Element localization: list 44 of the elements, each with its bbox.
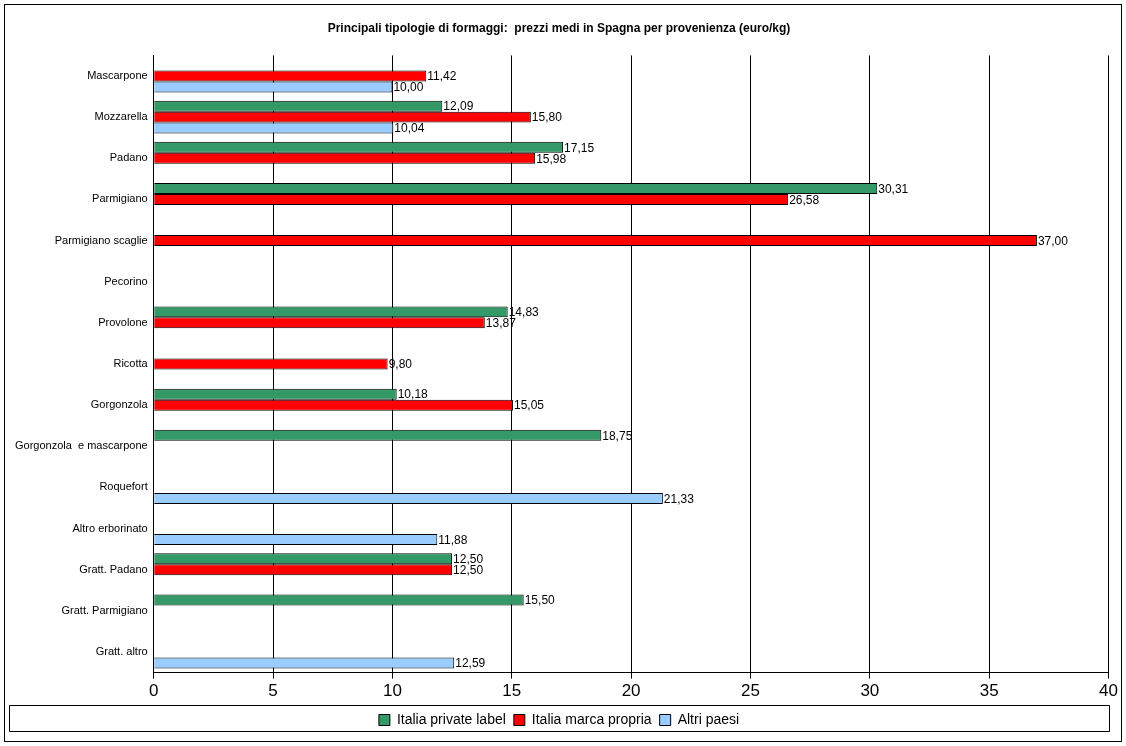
legend-label: Italia marca propria — [531, 710, 652, 727]
y-tick-label: Gorgonzola — [90, 398, 149, 411]
x-tick-label: 30 — [860, 681, 880, 701]
data-label: 17,15 — [564, 140, 595, 155]
legend-label: Altri paesi — [677, 710, 740, 727]
x-tick-label: 0 — [148, 681, 159, 701]
data-label: 11,42 — [427, 69, 457, 84]
y-tick-label: Provolone — [98, 315, 148, 328]
legend-label: Italia private label — [396, 710, 506, 727]
x-tick-label: 10 — [382, 681, 402, 701]
y-tick-label: Gorgonzola e mascarpone — [15, 439, 148, 452]
data-label: 15,80 — [531, 110, 563, 125]
data-label: 10,18 — [397, 387, 429, 402]
data-label: 37,00 — [1037, 233, 1069, 248]
data-label: 30,31 — [878, 181, 909, 196]
y-tick-label: Gratt. Parmigiano — [61, 603, 148, 616]
data-label: 10,04 — [394, 121, 425, 136]
chart-title: Principali tipologie di formaggi: prezzi medi in Spagna per provenienza (euro/kg) — [327, 20, 791, 35]
data-label: 21,33 — [663, 491, 695, 506]
data-label: 11,88 — [438, 532, 468, 547]
x-tick-label: 35 — [979, 681, 999, 701]
x-tick-label: 20 — [621, 681, 641, 701]
y-tick-label: Gratt. altro — [95, 645, 148, 658]
y-tick-label: Padano — [109, 151, 148, 164]
y-tick-label: Mozzarella — [94, 110, 149, 123]
y-tick-label: Parmigiano — [92, 192, 148, 205]
y-tick-label: Parmigiano scaglie — [54, 233, 148, 246]
data-label: 12,59 — [455, 656, 486, 671]
y-tick-label: Mascarpone — [87, 69, 148, 81]
data-label: 26,58 — [789, 192, 820, 207]
data-label: 15,98 — [536, 151, 567, 166]
data-label: 15,05 — [513, 398, 545, 413]
y-tick-label: Altro erborinato — [72, 521, 148, 534]
x-tick-label: 5 — [268, 681, 278, 701]
data-label: 15,50 — [524, 593, 556, 608]
x-tick-label: 40 — [1099, 681, 1119, 701]
data-label: 10,00 — [393, 80, 424, 95]
y-tick-label: Roquefort — [99, 480, 148, 493]
x-tick-label: 25 — [741, 681, 760, 701]
y-tick-label: Gratt. Padano — [79, 562, 148, 575]
data-label: 12,09 — [443, 99, 474, 114]
y-tick-label: Pecorino — [104, 274, 148, 287]
x-tick-label: 15 — [502, 681, 522, 701]
y-tick-label: Ricotta — [113, 357, 149, 370]
